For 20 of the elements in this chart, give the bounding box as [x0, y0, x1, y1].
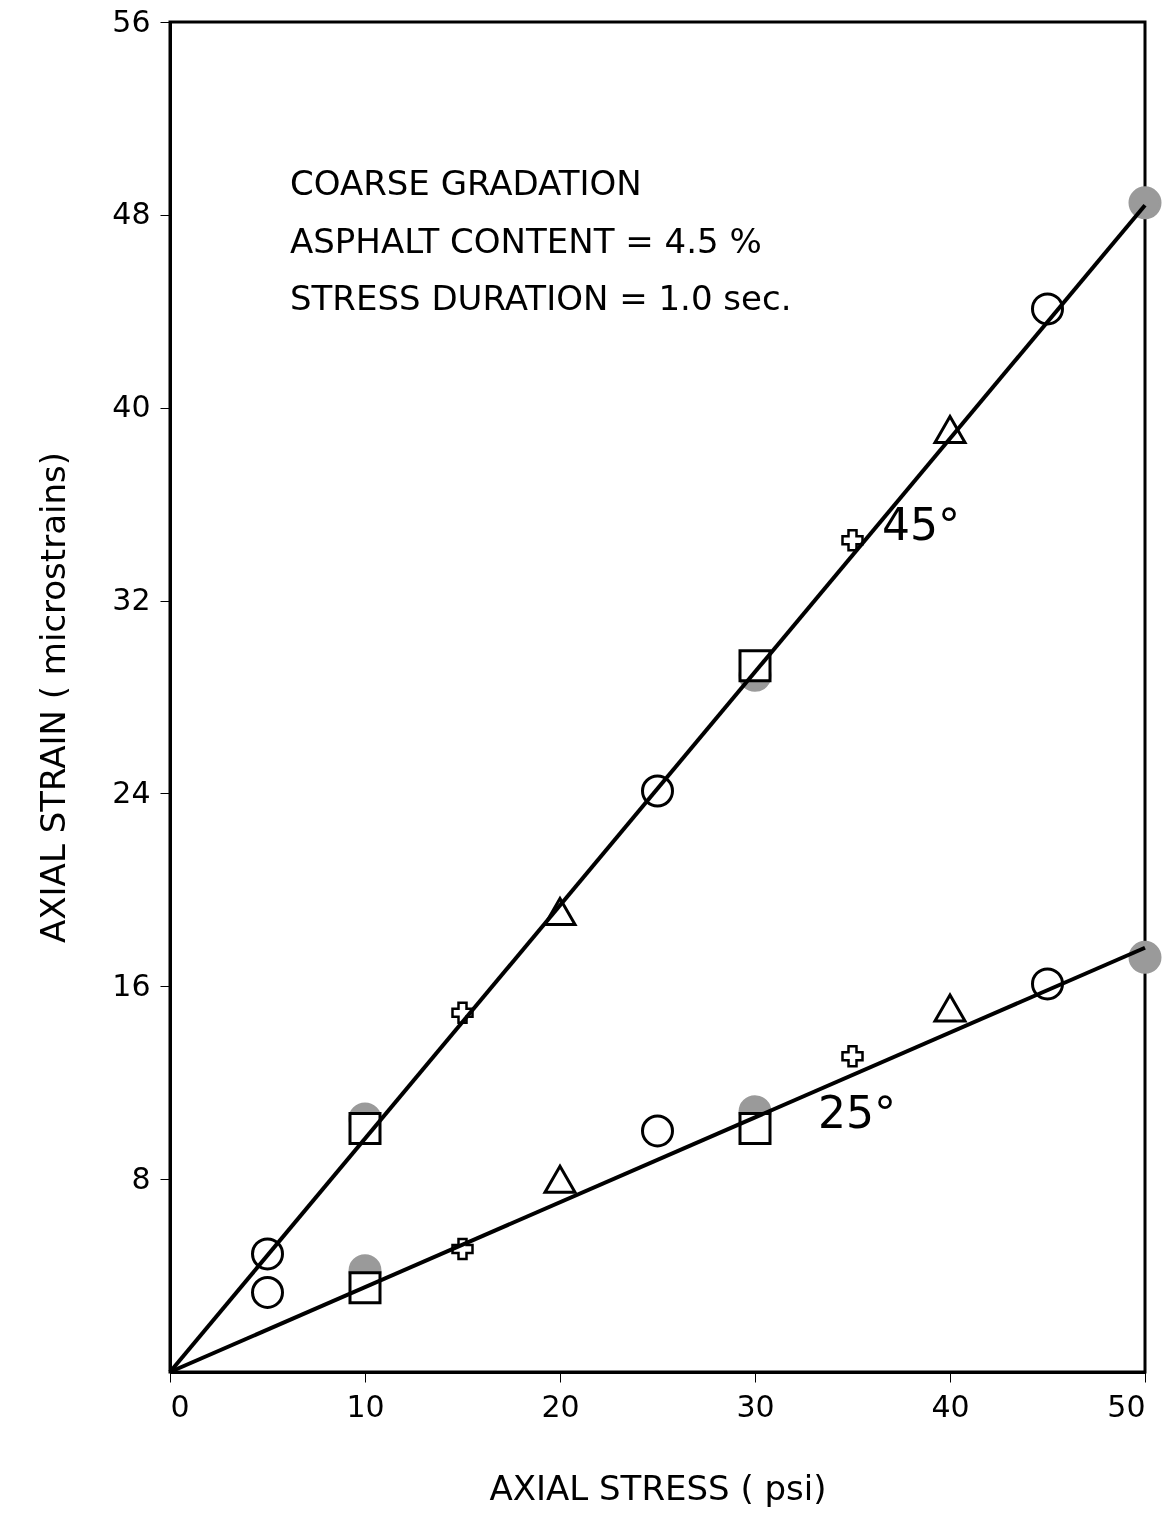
y-tick-label: 56 [112, 3, 151, 39]
x-tick-label: 50 [1107, 1388, 1146, 1424]
y-tick-label: 32 [112, 582, 151, 618]
y-tick-label: 48 [112, 196, 151, 232]
annotation: 45° [882, 499, 960, 550]
annotation: COARSE GRADATION [290, 163, 642, 203]
y-tick-label: 24 [112, 774, 151, 810]
x-tick-label: 30 [736, 1388, 775, 1424]
annotation: STRESS DURATION = 1.0 sec. [290, 278, 792, 318]
y-tick-label: 40 [112, 389, 151, 425]
annotation: 25° [818, 1087, 896, 1138]
x-tick-label: 40 [931, 1388, 970, 1424]
x-tick-label: 10 [346, 1388, 385, 1424]
y-axis-title: AXIAL STRAIN ( microstrains) [33, 452, 74, 943]
x-axis-title: AXIAL STRESS ( psi) [489, 1467, 827, 1508]
x-tick-label: 0 [170, 1388, 190, 1424]
x-tick-label: 20 [541, 1388, 580, 1424]
y-tick-label: 8 [131, 1160, 151, 1196]
y-tick-label: 16 [112, 967, 151, 1003]
annotation: ASPHALT CONTENT = 4.5 % [290, 221, 762, 261]
